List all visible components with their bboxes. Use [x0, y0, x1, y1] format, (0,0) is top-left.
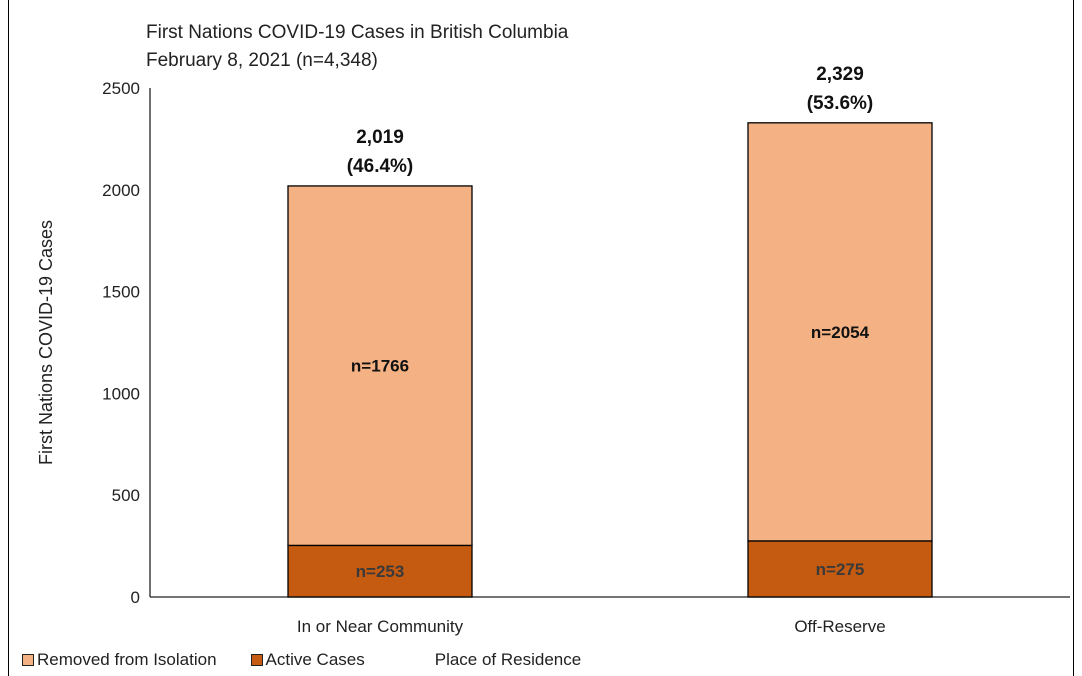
- x-axis-title: Place of Residence: [434, 650, 582, 669]
- y-axis-label: First Nations COVID-19 Cases: [36, 220, 56, 465]
- bar-removed-from-isolation: [747, 122, 933, 542]
- bar-total-value: 2,019: [356, 127, 404, 148]
- legend-label-active: Active Cases: [265, 650, 365, 669]
- bar-label-active: n=253: [356, 562, 405, 581]
- y-tick-label: 2500: [102, 79, 140, 98]
- x-tick-label: Off-Reserve: [794, 617, 885, 636]
- y-tick-label: 1000: [102, 384, 140, 403]
- y-tick-label: 0: [131, 588, 140, 607]
- bar-removed-from-isolation: [287, 185, 473, 547]
- bar-total-value: 2,329: [816, 64, 864, 85]
- legend: Removed from Isolation Active Cases Plac…: [22, 650, 581, 670]
- x-tick-label: In or Near Community: [297, 617, 464, 636]
- legend-swatch-active: [250, 654, 263, 666]
- chart-subtitle: February 8, 2021 (n=4,348): [146, 50, 378, 71]
- legend-item-removed: Removed from Isolation: [22, 650, 217, 670]
- chart-title: First Nations COVID-19 Cases in British …: [146, 22, 569, 43]
- y-tick-label: 1500: [102, 283, 140, 302]
- bar-active-cases: [747, 540, 933, 598]
- bar-label-removed: n=2054: [811, 323, 870, 342]
- bar-label-active: n=275: [816, 560, 865, 579]
- bar-active-cases: [287, 544, 473, 598]
- y-tick-label: 500: [112, 486, 140, 505]
- legend-label-removed: Removed from Isolation: [37, 650, 217, 669]
- legend-swatch-removed: [22, 654, 34, 666]
- y-tick-label: 2000: [102, 181, 140, 200]
- bar-total-percent: (53.6%): [807, 93, 874, 114]
- bar-label-removed: n=1766: [351, 357, 409, 376]
- bar-total-percent: (46.4%): [347, 156, 414, 177]
- legend-item-active: Active Cases: [250, 650, 365, 670]
- chart-frame: [8, 0, 1074, 676]
